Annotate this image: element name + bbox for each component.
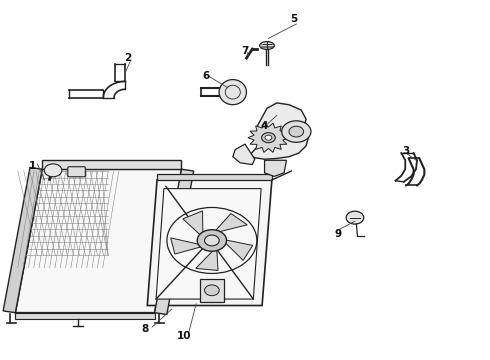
Polygon shape [15,169,181,313]
Circle shape [282,121,311,142]
Polygon shape [42,160,181,169]
Circle shape [289,126,304,137]
Text: 7: 7 [241,46,249,56]
Circle shape [346,211,364,224]
Polygon shape [196,247,218,270]
Polygon shape [250,103,309,159]
Circle shape [204,235,219,246]
Polygon shape [265,160,287,176]
Circle shape [197,230,226,251]
Circle shape [224,86,240,98]
Polygon shape [221,239,253,260]
Polygon shape [15,313,155,319]
Polygon shape [171,238,205,254]
Polygon shape [156,189,261,299]
Polygon shape [183,211,203,237]
Polygon shape [248,123,289,152]
Polygon shape [213,213,247,233]
Text: 2: 2 [124,53,131,63]
Polygon shape [3,167,42,313]
Text: 1: 1 [29,161,36,171]
Circle shape [204,285,219,296]
Circle shape [44,164,62,177]
Polygon shape [147,180,272,306]
Text: 4: 4 [261,121,268,131]
Bar [199,279,224,302]
Polygon shape [157,174,272,180]
Text: 5: 5 [290,14,297,24]
Circle shape [262,133,275,143]
Ellipse shape [219,80,246,105]
Text: 6: 6 [202,71,210,81]
Polygon shape [233,144,255,165]
Polygon shape [155,169,194,315]
Ellipse shape [260,41,274,49]
Text: 8: 8 [141,324,148,334]
Text: 10: 10 [177,331,191,341]
Circle shape [265,135,272,140]
Text: 3: 3 [403,146,410,156]
FancyBboxPatch shape [68,167,85,177]
Text: 9: 9 [334,229,342,239]
